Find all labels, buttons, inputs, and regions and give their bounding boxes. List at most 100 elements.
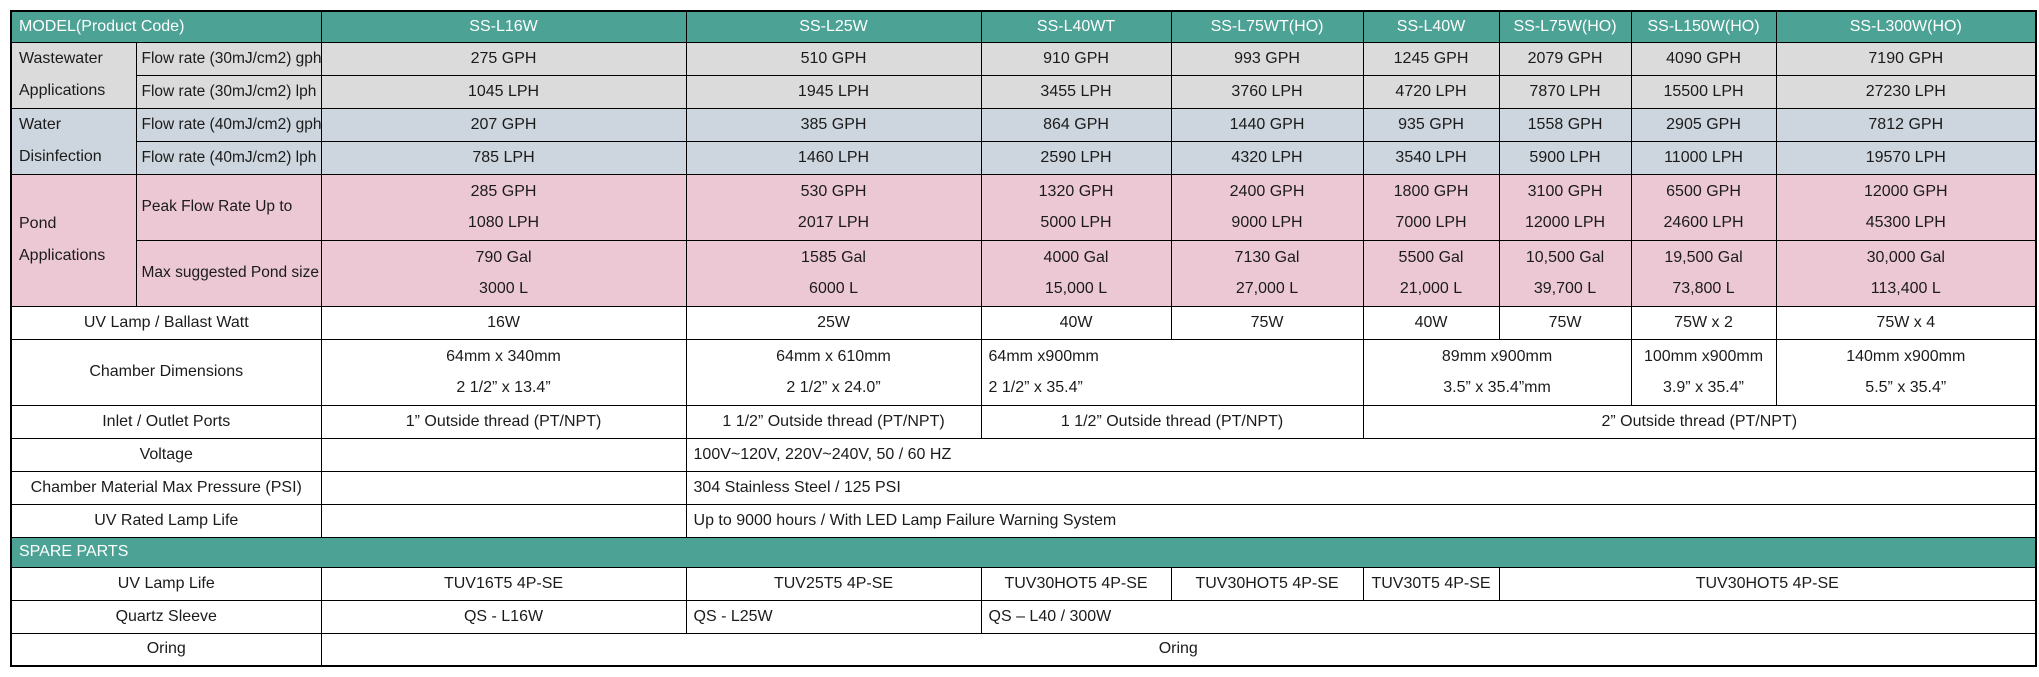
row-label: Peak Flow Rate Up to (135, 173, 322, 241)
group-label-water-disinfection: Water Disinfection (10, 107, 137, 175)
cell: Up to 9000 hours / With LED Lamp Failure… (685, 503, 2037, 538)
model-column-ss-l25w: SS-L25W (685, 10, 982, 43)
cell: 89mm x900mm 3.5” x 35.4”mm (1362, 338, 1632, 406)
row-quartz-sleeve: Quartz Sleeve QS - L16W QS - L25W QS – L… (10, 599, 2037, 634)
model-column-ss-l40w: SS-L40W (1362, 10, 1500, 43)
cell: 75W (1498, 305, 1632, 340)
cell: 1045 LPH (320, 74, 687, 109)
cell: 4000 Gal 15,000 L (980, 239, 1172, 307)
cell: 15500 LPH (1630, 74, 1777, 109)
row-voltage: Voltage 100V~120V, 220V~240V, 50 / 60 HZ (10, 437, 2037, 472)
row-label: Flow rate (30mJ/cm2) gph (135, 41, 322, 76)
cell: 5500 Gal 21,000 L (1362, 239, 1500, 307)
cell: QS - L16W (320, 599, 687, 634)
cell: 3455 LPH (980, 74, 1172, 109)
cell: 1 1/2” Outside thread (PT/NPT) (685, 404, 982, 439)
cell: 40W (980, 305, 1172, 340)
cell: 75W (1170, 305, 1364, 340)
cell: 75W x 4 (1775, 305, 2037, 340)
row-spare-uv-lamp-life: UV Lamp Life TUV16T5 4P-SE TUV25T5 4P-SE… (10, 566, 2037, 601)
cell: 1945 LPH (685, 74, 982, 109)
model-column-ss-l150w-ho: SS-L150W(HO) (1630, 10, 1777, 43)
row-lamp-ballast-watt: UV Lamp / Ballast Watt 16W 25W 40W 75W 4… (10, 305, 2037, 340)
cell: 207 GPH (320, 107, 687, 142)
row-chamber-material: Chamber Material Max Pressure (PSI) 304 … (10, 470, 2037, 505)
row-label: Flow rate (40mJ/cm2) lph (135, 140, 322, 175)
cell: 2079 GPH (1498, 41, 1632, 76)
row-label: UV Lamp / Ballast Watt (10, 305, 322, 340)
cell: 1 1/2” Outside thread (PT/NPT) (980, 404, 1364, 439)
cell: 790 Gal 3000 L (320, 239, 687, 307)
cell: 4320 LPH (1170, 140, 1364, 175)
cell: 75W x 2 (1630, 305, 1777, 340)
row-label: Max suggested Pond size (135, 239, 322, 307)
row-flow-40mj-lph: Flow rate (40mJ/cm2) lph 785 LPH 1460 LP… (11, 140, 2037, 175)
group-label-pond: Pond Applications (10, 173, 137, 307)
cell: 1” Outside thread (PT/NPT) (320, 404, 687, 439)
cell: 4090 GPH (1630, 41, 1777, 76)
cell: QS – L40 / 300W (980, 599, 2037, 634)
row-label: Voltage (10, 437, 322, 472)
row-uv-rated-lamp-life: UV Rated Lamp Life Up to 9000 hours / Wi… (10, 503, 2037, 538)
cell: 10,500 Gal 39,700 L (1498, 239, 1632, 307)
row-label: Chamber Dimensions (10, 338, 322, 406)
empty-cell (320, 503, 687, 538)
cell: 530 GPH 2017 LPH (685, 173, 982, 241)
cell: 5900 LPH (1498, 140, 1632, 175)
group-label-wastewater: Wastewater Applications (10, 41, 137, 109)
cell: 100V~120V, 220V~240V, 50 / 60 HZ (685, 437, 2037, 472)
cell: 7130 Gal 27,000 L (1170, 239, 1364, 307)
cell: 1440 GPH (1170, 107, 1364, 142)
cell: 100mm x900mm 3.9” x 35.4” (1630, 338, 1777, 406)
row-peak-flow: Pond Applications Peak Flow Rate Up to 2… (10, 173, 2037, 307)
model-column-ss-l75wt-ho: SS-L75WT(HO) (1170, 10, 1364, 43)
cell: 3540 LPH (1362, 140, 1500, 175)
model-column-ss-l16w: SS-L16W (320, 10, 687, 43)
cell: 510 GPH (685, 41, 982, 76)
cell: TUV30T5 4P-SE (1362, 566, 1500, 601)
model-header-label: MODEL(Product Code) (10, 10, 322, 43)
cell: 64mm x900mm 2 1/2” x 35.4” (980, 338, 1364, 406)
row-chamber-dimensions: Chamber Dimensions 64mm x 340mm 2 1/2” x … (10, 338, 2037, 406)
empty-cell (320, 437, 687, 472)
cell: 910 GPH (980, 41, 1172, 76)
empty-cell (320, 470, 687, 505)
model-column-ss-l75w-ho: SS-L75W(HO) (1498, 10, 1632, 43)
row-flow-30mj-lph: Flow rate (30mJ/cm2) lph 1045 LPH 1945 L… (11, 74, 2037, 109)
cell: 27230 LPH (1775, 74, 2037, 109)
row-label: UV Lamp Life (10, 566, 322, 601)
cell: 2590 LPH (980, 140, 1172, 175)
cell: 7870 LPH (1498, 74, 1632, 109)
cell: 2400 GPH 9000 LPH (1170, 173, 1364, 241)
section-title: SPARE PARTS (10, 536, 2037, 568)
cell: 3100 GPH 12000 LPH (1498, 173, 1632, 241)
cell: 4720 LPH (1362, 74, 1500, 109)
cell: 785 LPH (320, 140, 687, 175)
cell: 1585 Gal 6000 L (685, 239, 982, 307)
cell: TUV16T5 4P-SE (320, 566, 687, 601)
row-inlet-outlet-ports: Inlet / Outlet Ports 1” Outside thread (… (10, 404, 2037, 439)
row-label: Oring (10, 632, 322, 667)
row-label: Quartz Sleeve (10, 599, 322, 634)
cell: 7190 GPH (1775, 41, 2037, 76)
uv-system-spec-table: MODEL(Product Code) SS-L16W SS-L25W SS-L… (10, 10, 2038, 667)
cell: 64mm x 340mm 2 1/2” x 13.4” (320, 338, 687, 406)
cell: 1245 GPH (1362, 41, 1500, 76)
cell: TUV25T5 4P-SE (685, 566, 982, 601)
cell: 7812 GPH (1775, 107, 2037, 142)
cell: 275 GPH (320, 41, 687, 76)
cell: 11000 LPH (1630, 140, 1777, 175)
cell: QS - L25W (685, 599, 982, 634)
spare-parts-section-header: SPARE PARTS (10, 536, 2037, 568)
row-flow-40mj-gph: Water Disinfection Flow rate (40mJ/cm2) … (10, 107, 2037, 175)
cell: 3760 LPH (1170, 74, 1364, 109)
row-flow-30mj-gph: Wastewater Applications Flow rate (30mJ/… (10, 41, 2037, 109)
cell: 16W (320, 305, 687, 340)
cell: 19570 LPH (1775, 140, 2037, 175)
model-column-ss-l300w-ho: SS-L300W(HO) (1775, 10, 2037, 43)
cell: 285 GPH 1080 LPH (320, 173, 687, 241)
row-label: Inlet / Outlet Ports (10, 404, 322, 439)
cell: 993 GPH (1170, 41, 1364, 76)
row-max-pond-size: Max suggested Pond size 790 Gal 3000 L 15… (11, 239, 2037, 307)
cell: TUV30HOT5 4P-SE (1498, 566, 2037, 601)
